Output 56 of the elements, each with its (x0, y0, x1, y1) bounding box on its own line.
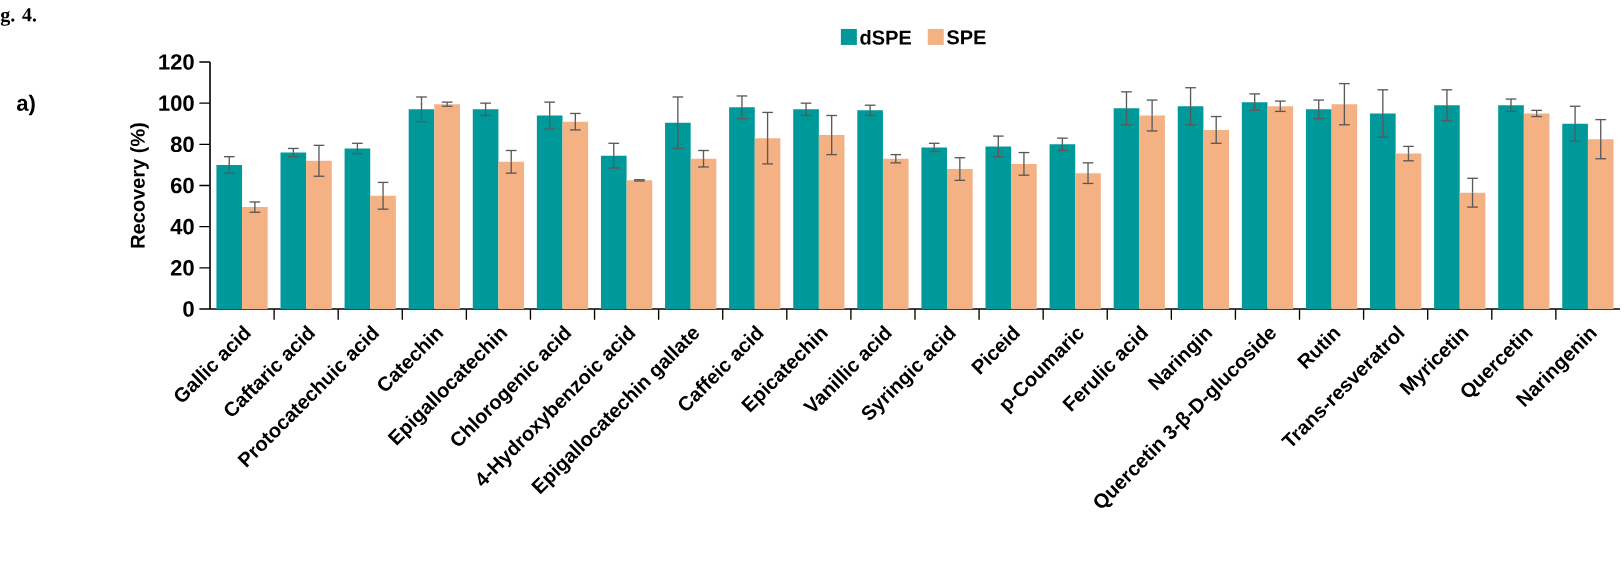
bar (1370, 113, 1396, 309)
bar (754, 138, 781, 309)
y-tick-label: 40 (170, 218, 194, 235)
y-tick-label: 60 (170, 177, 194, 194)
bar (370, 195, 396, 309)
bar (947, 169, 973, 309)
bar (536, 115, 563, 309)
legend-label: dSPE (860, 30, 911, 45)
bar (472, 109, 499, 309)
bar (306, 160, 332, 309)
bar (1305, 109, 1332, 309)
text: g. 4. (0, 8, 37, 26)
bar (1523, 113, 1550, 309)
bar (344, 148, 371, 309)
bar (882, 158, 909, 309)
y-tick-label: 100 (159, 95, 194, 111)
bar (216, 164, 243, 309)
bar (1203, 129, 1230, 309)
legend-label: SPE (947, 30, 986, 45)
text: a) (16, 94, 35, 116)
bar (665, 122, 691, 309)
bar (434, 104, 460, 309)
bar (1395, 153, 1422, 309)
bar (1267, 106, 1294, 309)
bar (1049, 144, 1076, 309)
y-tick-label: 0 (183, 301, 194, 317)
bar (626, 180, 653, 309)
bar (793, 109, 819, 309)
bar (921, 147, 948, 309)
bar (729, 107, 755, 309)
bar (1331, 104, 1358, 309)
bar (690, 158, 717, 309)
bar (1562, 123, 1588, 309)
bar (857, 110, 883, 309)
bar (1241, 102, 1268, 309)
bar (1434, 105, 1460, 309)
bar (1177, 106, 1204, 309)
bar (818, 135, 845, 309)
bar (1587, 139, 1614, 309)
bar (1139, 115, 1165, 309)
bar (562, 121, 589, 309)
bar (408, 109, 435, 309)
bar (1075, 173, 1101, 309)
y-tick-label: 20 (170, 260, 194, 276)
y-tick-label: 80 (170, 136, 194, 153)
bar (1498, 105, 1524, 309)
bar (498, 161, 525, 309)
bar (600, 155, 627, 309)
y-axis-title: Recovery (%) (130, 123, 149, 248)
bar (985, 146, 1012, 309)
bar (1113, 108, 1140, 309)
bar (1011, 163, 1037, 309)
y-tick-label: 120 (159, 54, 194, 70)
bar (280, 152, 307, 309)
bar (1459, 192, 1486, 309)
bar (242, 207, 268, 309)
